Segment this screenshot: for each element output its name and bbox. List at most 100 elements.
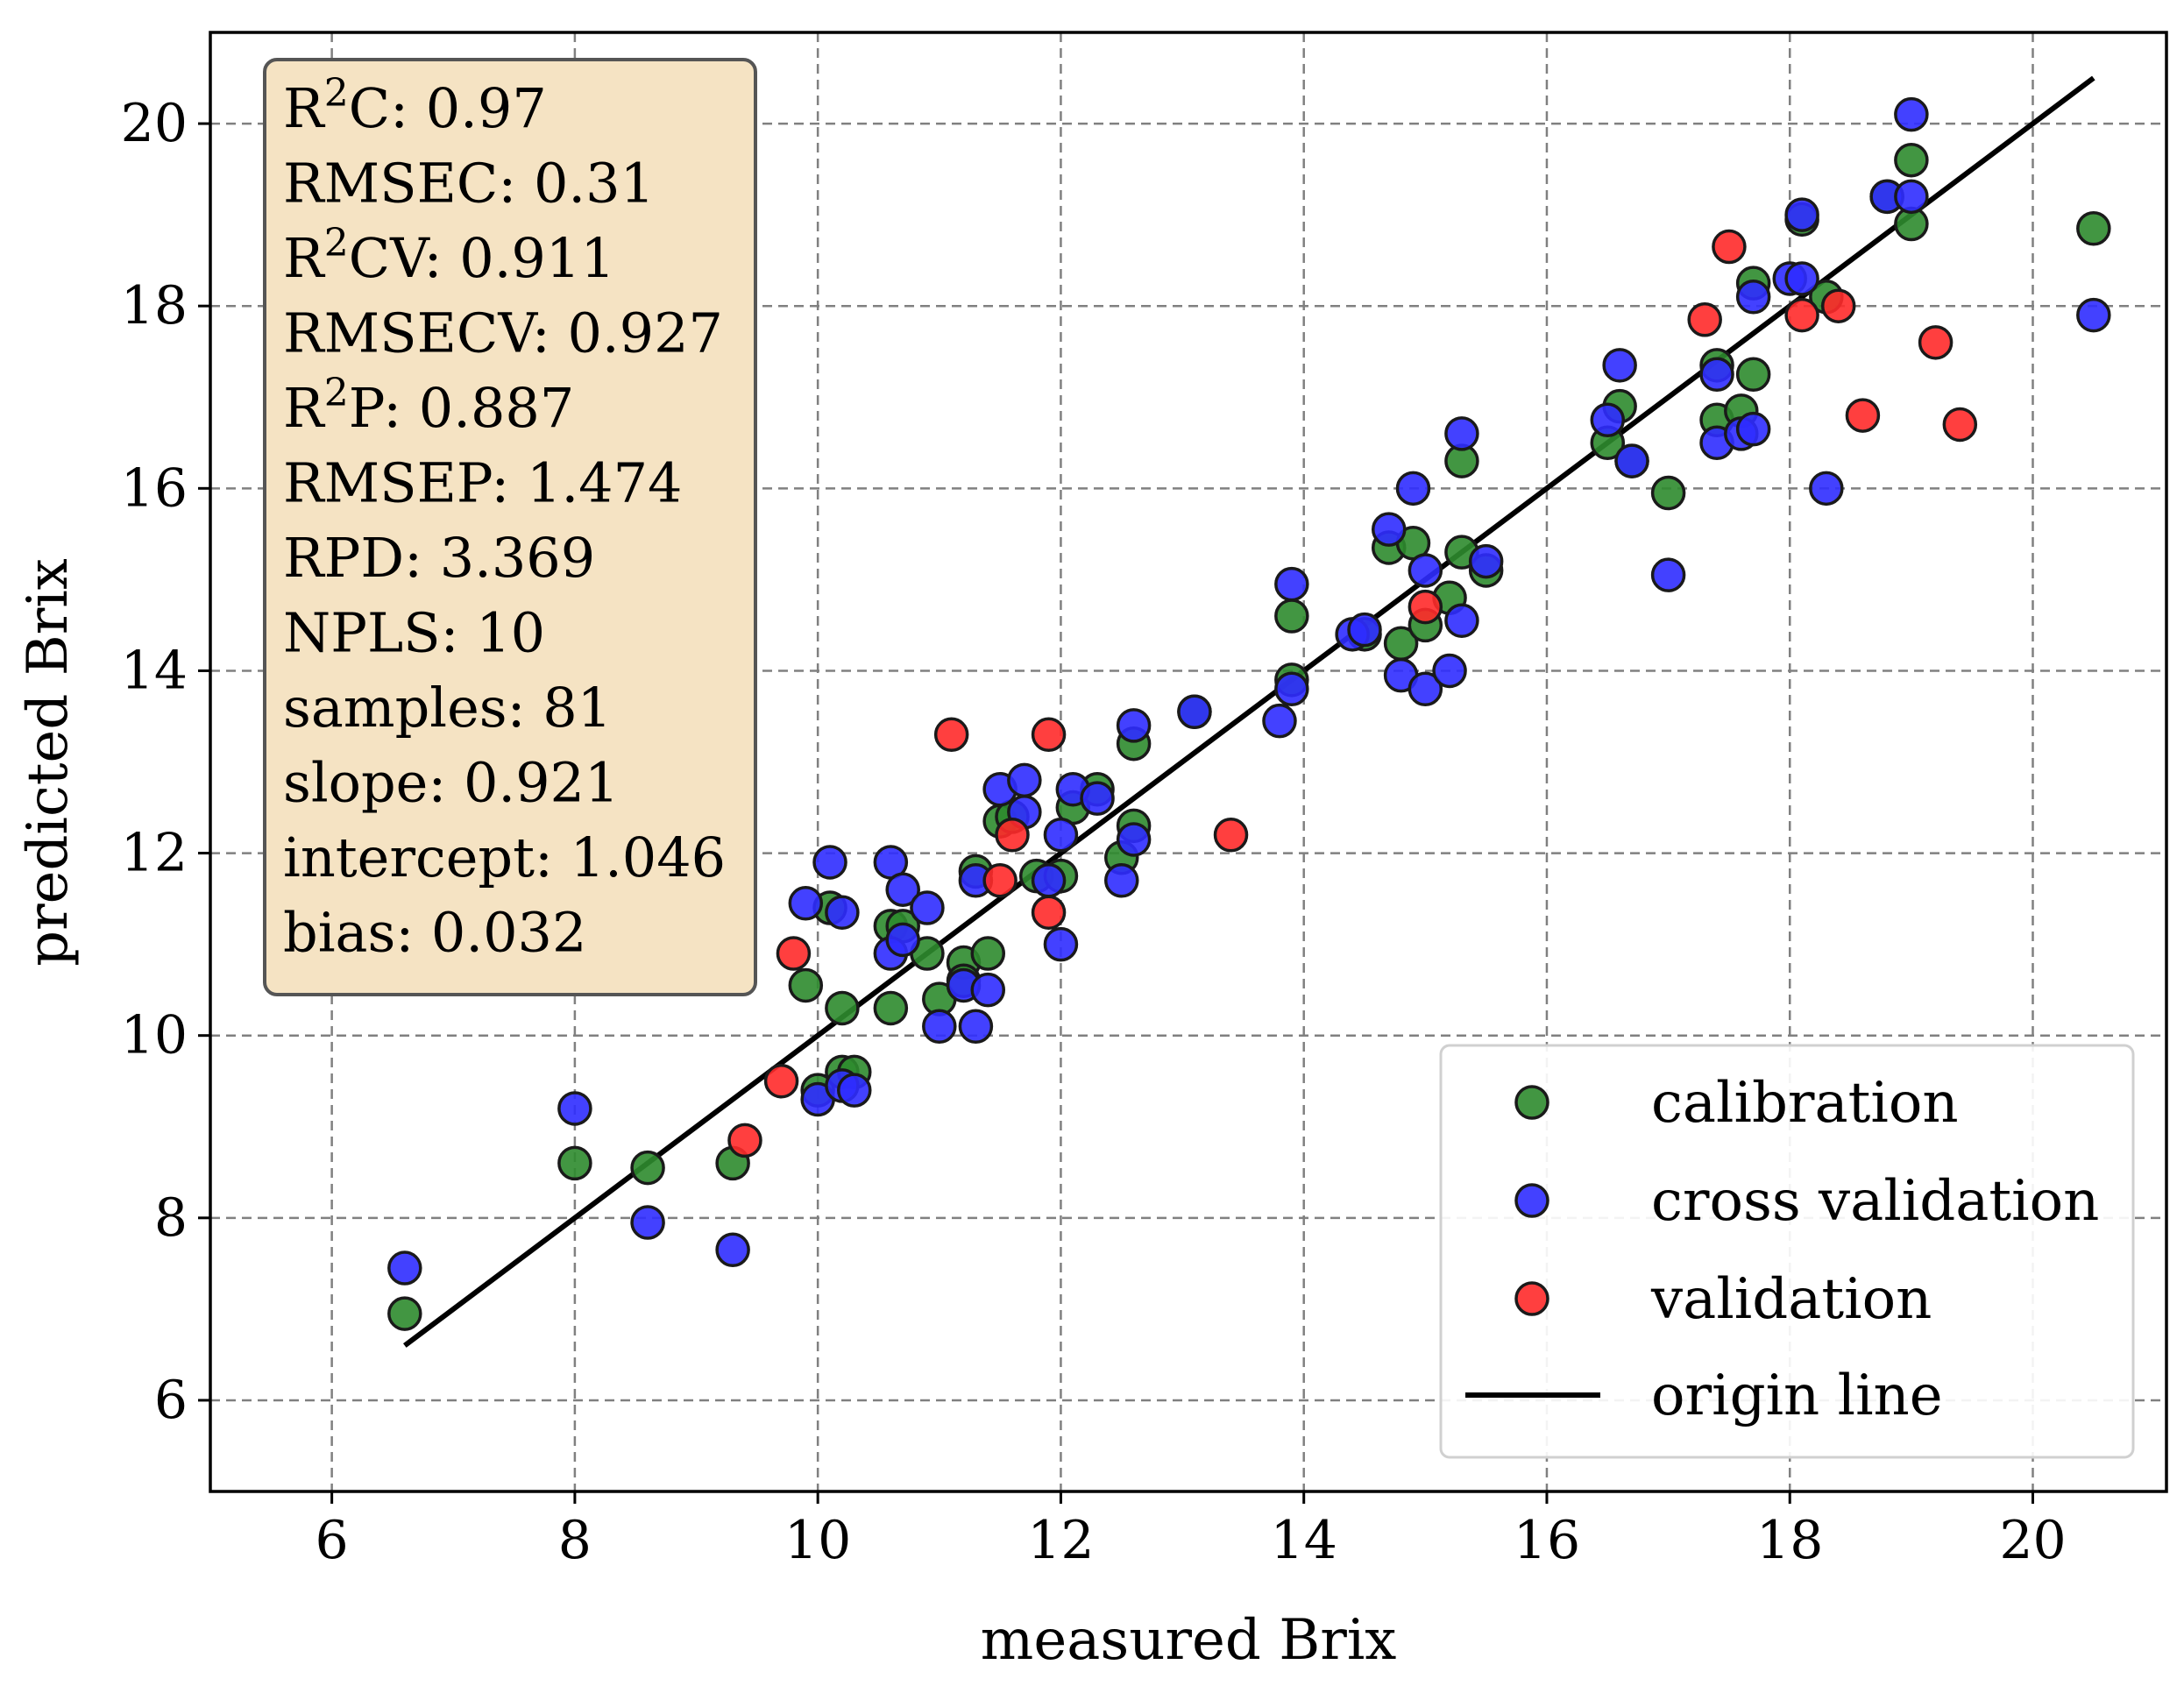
cross-validation-point-0	[387, 1250, 422, 1286]
legend-marker-calibration	[1514, 1085, 1549, 1120]
y-tick-label-12: 12	[121, 823, 188, 884]
calibration-point-47	[1735, 357, 1771, 392]
validation-point-1	[763, 1063, 799, 1099]
validation-point-14	[1845, 398, 1881, 433]
cross-validation-point-37	[1371, 512, 1407, 547]
cross-validation-point-30	[1116, 822, 1152, 857]
cross-validation-point-19	[970, 972, 1006, 1008]
validation-point-2	[776, 936, 812, 971]
x-tick-label-16: 16	[1514, 1510, 1580, 1571]
cross-validation-point-41	[1408, 553, 1443, 588]
cross-validation-point-56	[1784, 261, 1819, 296]
legend-marker-cross-validation	[1514, 1183, 1549, 1218]
cross-validation-point-34	[1274, 671, 1309, 706]
cross-validation-point-12	[885, 872, 920, 907]
legend-label-cross-validation: cross validation	[1651, 1169, 2099, 1234]
cross-validation-point-54	[1735, 280, 1771, 315]
scatter-points	[387, 96, 2111, 1331]
x-tick-label-8: 8	[558, 1510, 592, 1571]
calibration-point-7	[825, 990, 860, 1026]
calibration-point-43	[1650, 475, 1686, 511]
y-tick-label-16: 16	[121, 457, 188, 519]
cross-validation-point-2	[630, 1205, 665, 1240]
cross-validation-point-23	[1031, 863, 1067, 898]
cross-validation-point-50	[1699, 357, 1734, 392]
cross-validation-point-46	[1590, 402, 1626, 438]
cross-validation-point-42	[1432, 653, 1467, 689]
validation-point-15	[1918, 325, 1954, 360]
cross-validation-point-3	[715, 1232, 750, 1267]
legend-marker-validation	[1514, 1281, 1549, 1316]
cross-validation-point-31	[1177, 694, 1212, 730]
stat-samples: samples: 81	[283, 676, 612, 740]
y-tick-label-6: 6	[154, 1370, 188, 1431]
cross-validation-point-62	[2076, 297, 2111, 333]
legend-box	[1439, 1044, 2135, 1459]
legend-label-origin-line: origin line	[1651, 1364, 1943, 1428]
validation-point-7	[1031, 895, 1067, 930]
validation-point-12	[1784, 297, 1819, 333]
cross-validation-point-32	[1262, 703, 1297, 739]
stat-rc: R2C: 0.97	[283, 71, 547, 140]
cross-validation-point-1	[557, 1091, 592, 1126]
cross-validation-point-49	[1650, 557, 1686, 592]
validation-point-4	[982, 863, 1018, 898]
x-tick-label-10: 10	[784, 1510, 851, 1571]
y-tick-label-10: 10	[121, 1005, 188, 1066]
cross-validation-point-14	[910, 890, 945, 925]
calibration-point-4	[788, 967, 824, 1003]
validation-point-11	[1712, 229, 1747, 265]
validation-point-10	[1687, 302, 1722, 337]
validation-point-0	[727, 1123, 762, 1158]
stat-rmsec: RMSEC: 0.31	[283, 152, 655, 216]
cross-validation-point-15	[922, 1009, 957, 1045]
cross-validation-point-45	[1468, 543, 1504, 579]
cross-validation-point-39	[1395, 471, 1431, 507]
x-tick-label-12: 12	[1027, 1510, 1094, 1571]
validation-point-16	[1942, 407, 1978, 443]
cross-validation-point-58	[1809, 471, 1844, 507]
cross-validation-point-4	[788, 886, 824, 921]
y-axis-ticks: 6 8 10 12 14 16 18 20	[121, 93, 210, 1431]
y-tick-label-18: 18	[121, 275, 188, 336]
stat-rcv: R2CV: 0.911	[283, 221, 615, 290]
cross-validation-point-28	[1104, 863, 1139, 898]
plot-frame	[209, 31, 2168, 1493]
cross-validation-point-47	[1602, 348, 1637, 383]
stat-bias: bias: 0.032	[283, 901, 586, 965]
cross-validation-point-27	[1080, 781, 1115, 816]
calibration-point-52	[1894, 142, 1929, 178]
calibration-point-54	[2076, 210, 2111, 246]
calibration-point-0	[387, 1296, 422, 1331]
validation-point-9	[1408, 589, 1443, 625]
stat-rp: R2P: 0.887	[283, 371, 574, 440]
cross-validation-point-7	[825, 895, 860, 930]
cross-validation-point-60	[1894, 179, 1929, 215]
legend-label-validation: validation	[1650, 1267, 1932, 1332]
cross-validation-point-6	[812, 845, 847, 880]
cross-validation-point-33	[1274, 566, 1309, 602]
cross-validation-point-48	[1614, 443, 1649, 478]
cross-validation-point-43	[1444, 416, 1479, 451]
cross-validation-point-17	[958, 1009, 994, 1045]
x-tick-label-18: 18	[1756, 1510, 1823, 1571]
cross-validation-point-57	[1784, 197, 1819, 232]
validation-point-6	[1031, 717, 1067, 753]
cross-validation-point-36	[1347, 612, 1382, 648]
y-axis-label: predicted Brix	[16, 558, 81, 967]
cross-validation-point-25	[1043, 926, 1079, 962]
cross-validation-point-21	[1007, 762, 1042, 798]
legend-label-calibration: calibration	[1651, 1071, 1959, 1136]
stat-rmsecv: RMSECV: 0.927	[283, 301, 723, 365]
calibration-point-2	[630, 1150, 665, 1186]
x-tick-label-20: 20	[1999, 1510, 2066, 1571]
y-tick-label-20: 20	[121, 93, 188, 154]
calibration-point-29	[1274, 599, 1309, 634]
x-tick-label-14: 14	[1271, 1510, 1337, 1571]
calibration-point-1	[557, 1145, 592, 1181]
stat-rpd: RPD: 3.369	[283, 526, 595, 590]
stat-slope: slope: 0.921	[283, 751, 619, 815]
cross-validation-point-29	[1116, 708, 1152, 743]
stat-npls: NPLS: 10	[283, 601, 545, 665]
